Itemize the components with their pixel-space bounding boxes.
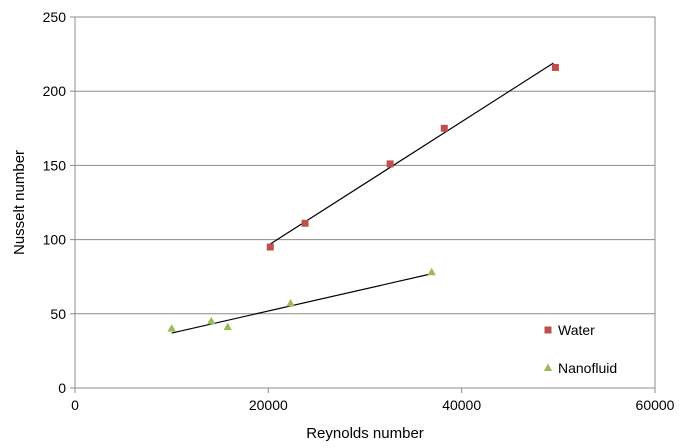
- x-tick-label: 20000: [249, 397, 288, 413]
- nanofluid-point: [167, 324, 176, 332]
- gridlines: [75, 90, 655, 315]
- water-trendline: [269, 62, 554, 245]
- nanofluid-trendline: [171, 273, 432, 334]
- y-axis-ticks: 0 50 100 150 200 250: [43, 9, 75, 396]
- legend: Water Nanofluid: [543, 322, 617, 376]
- x-axis-title: Reynolds number: [306, 425, 424, 442]
- water-point: [551, 63, 559, 71]
- water-point: [386, 160, 394, 168]
- y-tick-label: 200: [43, 83, 67, 99]
- x-tick-label: 40000: [442, 397, 481, 413]
- x-tick-label: 0: [71, 397, 79, 413]
- water-legend-marker: [544, 326, 552, 334]
- x-tick-label: 60000: [636, 397, 675, 413]
- plot-area-frame: [74, 16, 656, 389]
- y-axis-title: Nusselt number: [11, 150, 28, 255]
- nanofluid-point: [286, 298, 295, 307]
- data-points: [167, 63, 559, 332]
- nanofluid-point: [207, 316, 216, 325]
- nanofluid-legend-label: Nanofluid: [558, 360, 617, 376]
- trendlines: [171, 62, 554, 334]
- y-tick-label: 100: [43, 232, 67, 248]
- water-point: [266, 243, 274, 251]
- water-legend-label: Water: [558, 322, 595, 338]
- nanofluid-point: [223, 322, 232, 331]
- y-tick-label: 0: [58, 380, 66, 396]
- x-axis-ticks: 0 20000 40000 60000: [71, 388, 675, 413]
- water-point: [440, 124, 448, 132]
- y-tick-label: 50: [50, 306, 66, 322]
- water-point: [301, 219, 309, 227]
- y-tick-label: 150: [43, 157, 67, 173]
- y-tick-label: 250: [43, 9, 67, 25]
- nanofluid-legend-marker: [543, 363, 553, 371]
- nanofluid-point: [427, 267, 436, 276]
